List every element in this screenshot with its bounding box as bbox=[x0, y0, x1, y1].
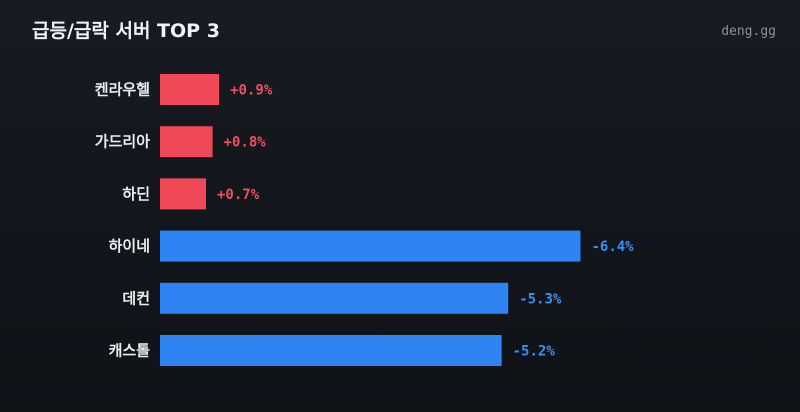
value-label: +0.9% bbox=[230, 83, 273, 99]
category-label: 하이네 bbox=[109, 237, 150, 255]
category-label: 캐스톨 bbox=[109, 342, 151, 360]
value-label: +0.8% bbox=[224, 135, 267, 151]
category-label: 가드리아 bbox=[95, 133, 150, 151]
bar-decrease bbox=[160, 282, 509, 314]
category-label: 하딘 bbox=[122, 185, 150, 203]
category-label: 켄라우헬 bbox=[95, 81, 150, 99]
bar-decrease bbox=[160, 335, 502, 366]
bar-increase bbox=[160, 126, 213, 158]
category-label: 데컨 bbox=[122, 289, 150, 307]
brand-watermark: deng.gg bbox=[721, 24, 776, 39]
bar-increase bbox=[160, 178, 206, 210]
value-label: -6.4% bbox=[591, 239, 634, 255]
bar-increase bbox=[160, 74, 220, 105]
value-label: -5.3% bbox=[519, 291, 562, 307]
chart-title: 급등/급락 서버 TOP 3 bbox=[32, 20, 220, 42]
value-label: +0.7% bbox=[217, 187, 260, 203]
bar-decrease bbox=[160, 230, 581, 262]
value-label: -5.2% bbox=[513, 344, 556, 360]
